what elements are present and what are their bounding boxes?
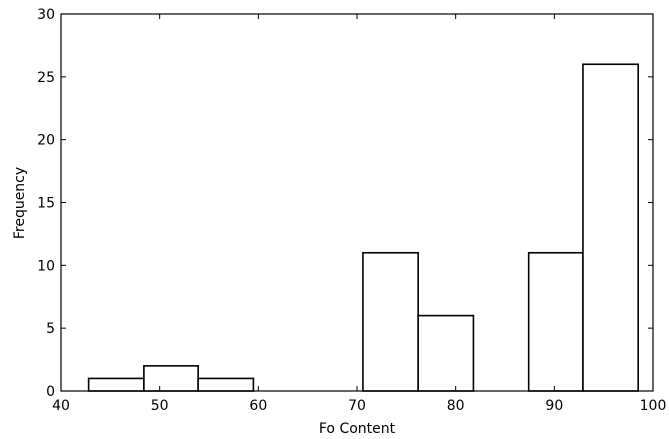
y-axis-ticks: 0 5 10 15 20 25 30 bbox=[37, 7, 653, 400]
histogram-bar bbox=[417, 314, 475, 392]
histogram-bar bbox=[143, 365, 199, 392]
y-tick-label: 30 bbox=[37, 7, 55, 23]
bars-group bbox=[87, 63, 639, 392]
y-axis-label: Frequency bbox=[12, 167, 28, 239]
y-tick-label: 10 bbox=[37, 258, 55, 274]
x-tick-label: 60 bbox=[249, 398, 267, 414]
histogram-bar bbox=[582, 63, 639, 392]
histogram-bar bbox=[87, 377, 145, 392]
x-tick-label: 50 bbox=[151, 398, 169, 414]
x-tick-label: 90 bbox=[545, 398, 563, 414]
x-tick-label: 100 bbox=[640, 398, 667, 414]
x-tick-label: 40 bbox=[52, 398, 70, 414]
histogram-bar bbox=[362, 251, 419, 392]
y-tick-label: 15 bbox=[37, 196, 55, 212]
histogram-bar bbox=[527, 251, 584, 392]
y-tick-label: 0 bbox=[46, 384, 55, 400]
plot-frame bbox=[60, 13, 654, 392]
y-tick-label: 20 bbox=[37, 133, 55, 149]
histogram-bar bbox=[197, 377, 255, 392]
x-axis-label: Fo Content bbox=[319, 421, 396, 437]
x-tick-label: 70 bbox=[348, 398, 366, 414]
y-tick-label: 5 bbox=[46, 321, 55, 337]
y-tick-label: 25 bbox=[37, 70, 55, 86]
x-tick-label: 80 bbox=[447, 398, 465, 414]
